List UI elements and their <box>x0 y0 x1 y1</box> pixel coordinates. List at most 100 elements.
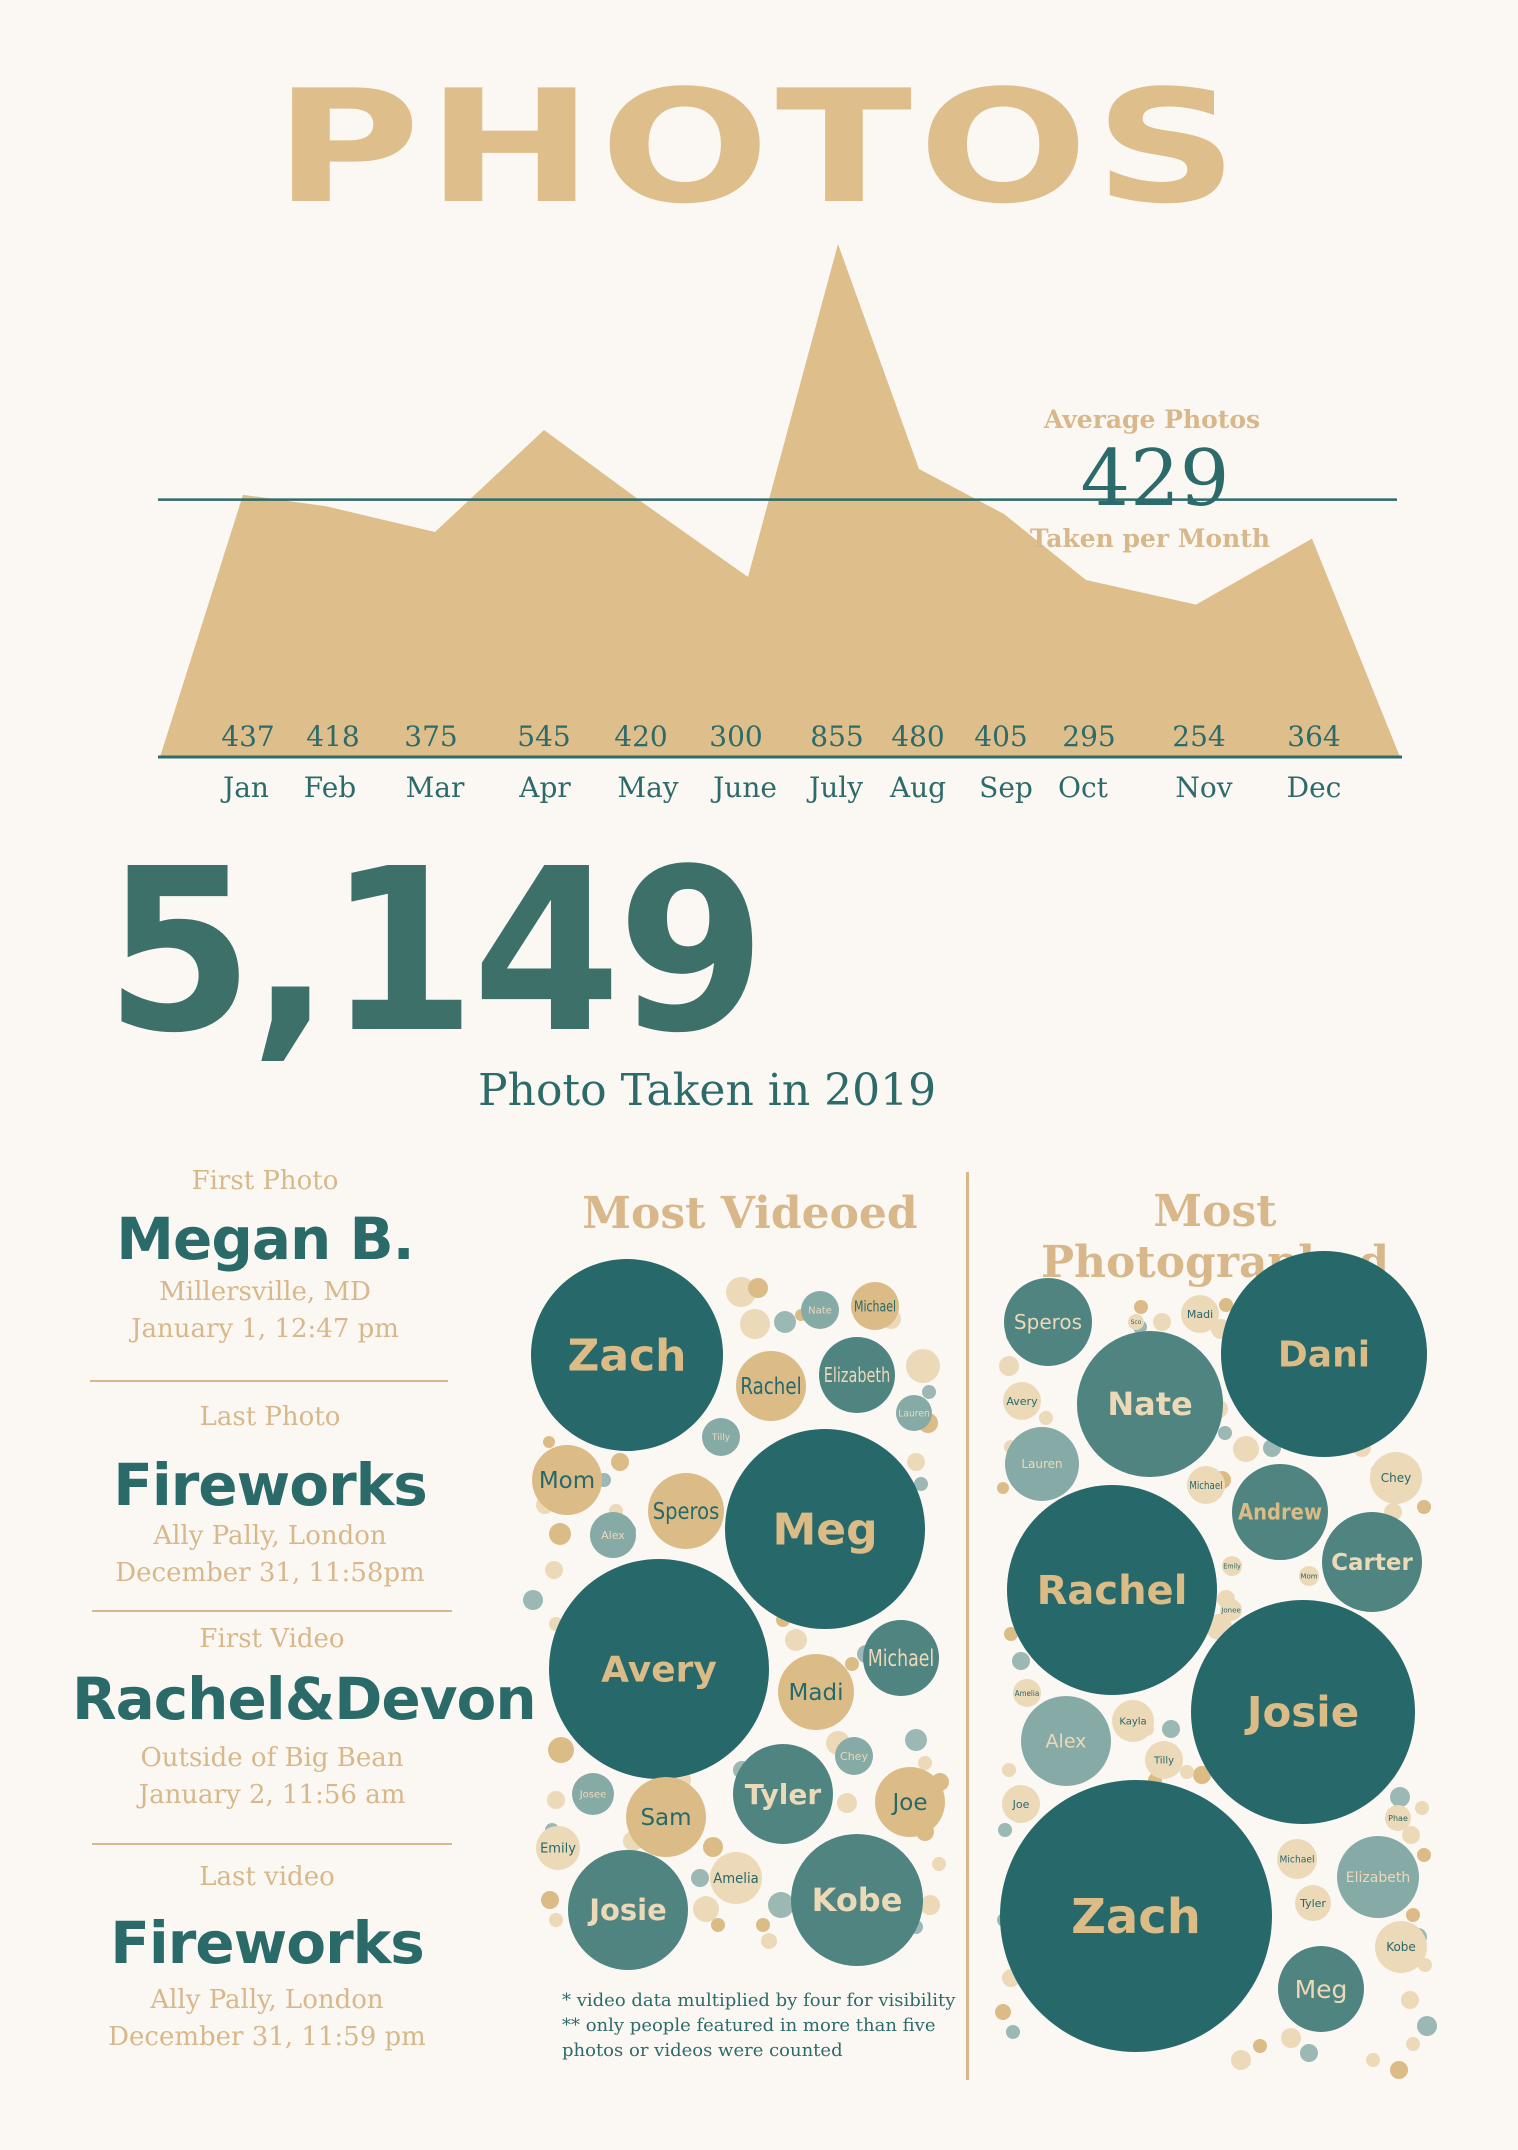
person-bubble <box>896 1395 932 1431</box>
person-label: Lauren <box>1021 1457 1062 1471</box>
decorative-dot <box>740 1309 770 1339</box>
value-label: 418 <box>306 720 359 753</box>
month-label: Sep <box>979 771 1033 804</box>
person-label: Madi <box>1187 1308 1213 1321</box>
person-bubble <box>572 1773 614 1815</box>
person-label: Emily <box>1223 1562 1241 1570</box>
person-bubble <box>1385 1805 1411 1831</box>
person-label: Elizabeth <box>824 1363 891 1387</box>
decorative-dot <box>1417 1848 1431 1862</box>
decorative-dot <box>756 1918 770 1932</box>
event-time: January 1, 12:47 pm <box>131 1314 399 1345</box>
decorative-dot <box>1366 2053 1380 2067</box>
value-label: 254 <box>1172 720 1225 753</box>
person-bubble <box>733 1744 833 1844</box>
person-bubble <box>1003 1382 1041 1420</box>
person-bubble <box>626 1777 706 1857</box>
decorative-dot <box>995 2004 1011 2020</box>
person-bubble <box>736 1351 806 1421</box>
event-place: Millersville, MD <box>159 1276 371 1307</box>
decorative-dot <box>774 1311 796 1333</box>
event-name: Fireworks <box>110 1909 425 1977</box>
decorative-dot <box>726 1277 756 1307</box>
person-label: Lauren <box>898 1409 930 1420</box>
person-label: Joe <box>890 1790 927 1816</box>
decorative-dot <box>1281 2028 1301 2048</box>
decorative-dot <box>1153 1313 1171 1331</box>
person-bubble <box>568 1850 688 1970</box>
person-label: Alex <box>1046 1731 1087 1753</box>
person-bubble <box>725 1429 925 1629</box>
event-name: Rachel&Devon <box>72 1665 537 1733</box>
person-bubble <box>1220 1599 1242 1621</box>
event-time: December 31, 11:59 pm <box>108 2022 426 2053</box>
divider <box>92 1610 452 1612</box>
person-bubble <box>1277 1839 1317 1879</box>
divider <box>90 1380 448 1382</box>
average-value: 429 <box>1081 434 1230 524</box>
person-label: Chey <box>840 1750 868 1763</box>
person-label: Phae <box>1388 1814 1408 1823</box>
person-bubble <box>801 1291 839 1329</box>
month-label: Apr <box>518 771 571 804</box>
person-label: Michael <box>854 1297 896 1315</box>
person-bubble <box>819 1337 895 1413</box>
person-bubble <box>1337 1836 1419 1918</box>
value-label: 375 <box>404 720 457 753</box>
decorative-dot <box>1417 2016 1437 2036</box>
decorative-dot <box>1401 1991 1419 2009</box>
decorative-dot <box>1006 2025 1020 2039</box>
person-bubble <box>1021 1696 1111 1786</box>
decorative-dot <box>999 1356 1019 1376</box>
decorative-dot <box>1415 1801 1429 1815</box>
person-label: Amelia <box>1015 1689 1040 1698</box>
person-bubble <box>1191 1600 1415 1824</box>
footnote-3: photos or videos were counted <box>562 2040 843 2062</box>
person-label: Nate <box>1107 1385 1192 1423</box>
value-label: 545 <box>517 720 570 753</box>
person-label: Josie <box>587 1893 667 1927</box>
month-label: Feb <box>304 771 356 804</box>
decorative-dot <box>1219 1298 1233 1312</box>
decorative-dot <box>761 1933 777 1949</box>
event-last-video: Last video Fireworks Ally Pally, London … <box>67 1862 467 2057</box>
person-label: Meg <box>1295 1975 1348 2004</box>
decorative-dot <box>997 1482 1009 1494</box>
person-label: Alex <box>601 1529 625 1542</box>
footnote-2: ** only people featured in more than fiv… <box>562 2015 936 2037</box>
decorative-dot <box>1231 2050 1251 2070</box>
event-place: Ally Pally, London <box>153 1520 387 1551</box>
person-label: Josie <box>1244 1688 1359 1737</box>
decorative-dot <box>905 1729 927 1751</box>
month-label: Mar <box>406 771 465 804</box>
decorative-dot <box>1417 1500 1431 1514</box>
decorative-dot <box>918 1756 932 1770</box>
decorative-dot <box>693 1896 719 1922</box>
footnote-1: * video data multiplied by four for visi… <box>562 1990 956 2011</box>
value-label: 855 <box>810 720 863 753</box>
value-label: 480 <box>891 720 944 753</box>
event-heading: Last video <box>199 1862 335 1892</box>
person-label: Chey <box>1381 1471 1411 1485</box>
person-label: Emily <box>540 1842 576 1857</box>
decorative-dot <box>1134 1300 1148 1314</box>
decorative-dot <box>1406 1908 1420 1922</box>
decorative-dot <box>907 1453 925 1471</box>
decorative-dot <box>906 1349 940 1383</box>
decorative-dot <box>1193 1766 1211 1784</box>
person-label: Andrew <box>1238 1501 1322 1526</box>
decorative-dot <box>837 1793 857 1813</box>
person-label: Sam <box>640 1805 691 1831</box>
person-bubble <box>1077 1331 1223 1477</box>
total-photos: 5,149 <box>105 821 766 1083</box>
person-label: Meg <box>772 1504 877 1555</box>
person-bubble <box>532 1445 602 1515</box>
person-label: Avery <box>1006 1395 1038 1408</box>
person-label: Rachel <box>740 1374 801 1400</box>
person-label: Jonee <box>1220 1606 1240 1614</box>
person-label: Nate <box>808 1306 832 1317</box>
decorative-dot <box>547 1791 565 1809</box>
person-bubble <box>1000 1780 1272 2052</box>
person-bubble <box>1128 1314 1144 1330</box>
person-label: Tyler <box>745 1778 822 1811</box>
